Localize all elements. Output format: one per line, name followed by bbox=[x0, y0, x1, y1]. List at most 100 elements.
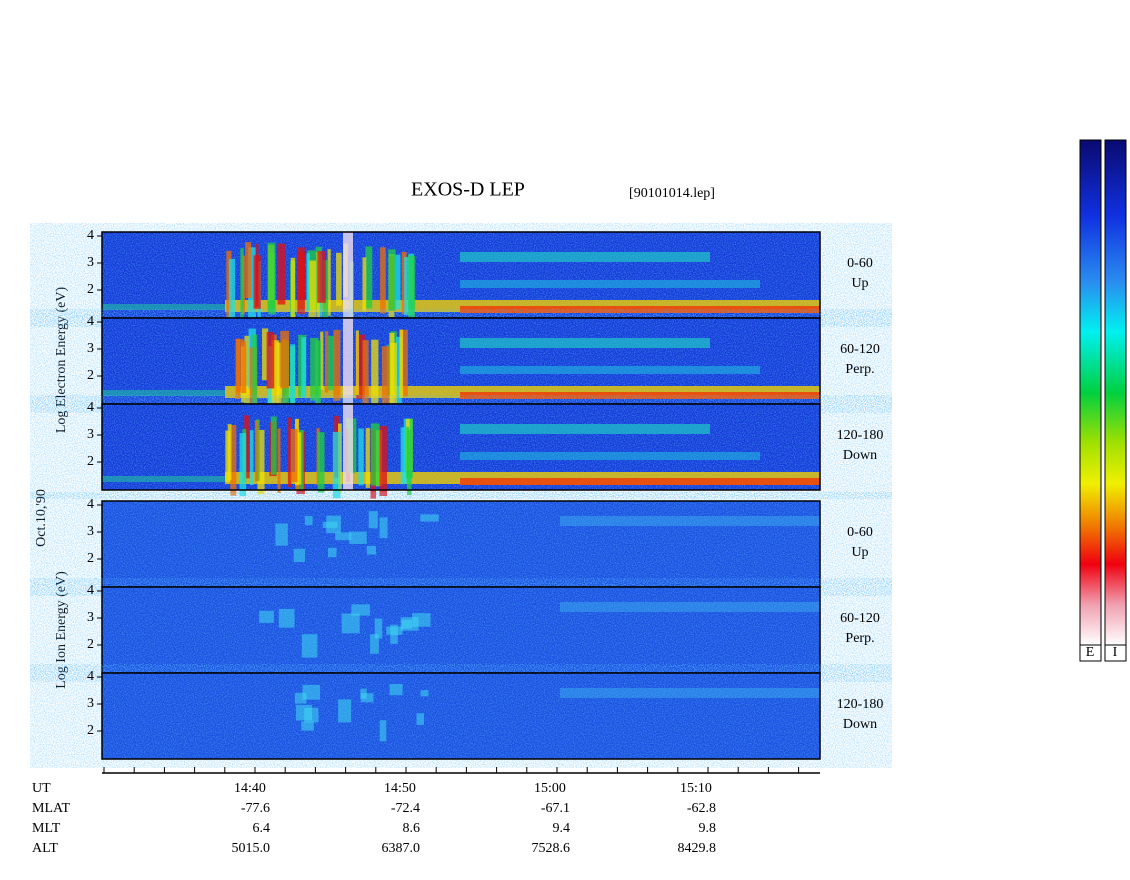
y-tick-label: 2 bbox=[87, 368, 94, 383]
axis-label: Log Ion Energy (eV) bbox=[54, 571, 69, 689]
spectrogram-stripe bbox=[277, 428, 281, 494]
row-label: ALT bbox=[32, 841, 58, 856]
spectrogram-stripe bbox=[336, 252, 342, 306]
spectrogram-stripe bbox=[400, 427, 406, 485]
spectrogram-stripe bbox=[399, 329, 404, 398]
y-tick-label: 3 bbox=[87, 255, 94, 270]
spectrogram-band bbox=[460, 392, 820, 399]
spectrogram-stripe bbox=[343, 232, 353, 318]
spectrogram-stripe bbox=[317, 251, 326, 303]
y-tick-label: 3 bbox=[87, 524, 94, 539]
y-tick-label: 2 bbox=[87, 551, 94, 566]
spectrogram-band bbox=[102, 476, 225, 482]
row-value: 6387.0 bbox=[382, 841, 421, 856]
spectrogram-noise bbox=[102, 501, 820, 587]
spectrogram-stripe bbox=[244, 415, 250, 479]
y-tick-label: 4 bbox=[87, 400, 94, 415]
row-value: 9.4 bbox=[553, 821, 571, 836]
spectrogram-stripe bbox=[400, 329, 408, 397]
y-tick-label: 2 bbox=[87, 454, 94, 469]
spectrogram-stripe bbox=[239, 433, 247, 497]
spectrogram-stripe bbox=[306, 253, 310, 312]
spectrogram-stripe bbox=[343, 404, 353, 490]
spectrogram-stripe bbox=[360, 688, 367, 699]
spectrogram-stripe bbox=[326, 515, 341, 534]
spectrogram-stripe bbox=[341, 613, 360, 634]
spectrogram-stripe bbox=[293, 548, 306, 563]
spectrogram-stripe bbox=[278, 608, 295, 628]
spectrogram-stripe bbox=[301, 337, 307, 398]
row-value: 7528.6 bbox=[532, 841, 571, 856]
panel-label: 60-120 bbox=[840, 611, 880, 626]
row-value: 15:00 bbox=[534, 781, 566, 796]
spectrogram-stripe bbox=[335, 532, 352, 541]
row-label: MLAT bbox=[32, 801, 71, 816]
y-tick-label: 2 bbox=[87, 282, 94, 297]
spectrogram-stripe bbox=[338, 699, 352, 723]
spectrogram-stripe bbox=[380, 247, 386, 314]
plots: 2 3 4 0-60 Up 2 3 4 60-120 Perp. 2 3 4 120-180 Down 2 3 4… bbox=[32, 228, 883, 856]
row-label: MLT bbox=[32, 821, 61, 836]
spectrogram-stripe bbox=[420, 690, 429, 697]
panel-label: 60-120 bbox=[840, 342, 880, 357]
panel-label: Up bbox=[851, 276, 868, 291]
date: Oct.10,'90 bbox=[34, 489, 49, 547]
row-value: -77.6 bbox=[241, 801, 270, 816]
spectrogram-stripe bbox=[351, 604, 370, 616]
spectrogram-stripe bbox=[386, 626, 403, 635]
spectrogram-stripe bbox=[320, 331, 324, 390]
spectrogram-stripe bbox=[389, 683, 403, 696]
row-value: 5015.0 bbox=[232, 841, 271, 856]
spectrogram-stripe bbox=[333, 329, 341, 401]
spectrogram-noise bbox=[102, 673, 820, 759]
spectrogram-stripe bbox=[277, 243, 286, 305]
spectrogram-band bbox=[460, 366, 760, 374]
spectrogram-stripe bbox=[301, 721, 314, 731]
spectrogram-band bbox=[460, 424, 710, 434]
spectrogram-stripe bbox=[266, 332, 275, 389]
spectrogram-stripe bbox=[368, 511, 378, 529]
file-name: [90101014.lep] bbox=[629, 186, 715, 201]
spectrogram-stripe bbox=[304, 515, 313, 526]
spectrogram-stripe bbox=[328, 547, 337, 558]
panel-label: 120-180 bbox=[837, 428, 884, 443]
spectrogram-stripe bbox=[394, 254, 401, 310]
spectrogram-stripe bbox=[230, 424, 237, 496]
spectrogram-stripe bbox=[388, 249, 396, 312]
spectrogram-band bbox=[460, 252, 710, 262]
spectrogram-stripe bbox=[301, 634, 318, 658]
row-value: 9.8 bbox=[699, 821, 717, 836]
row-value: 14:40 bbox=[234, 781, 266, 796]
row-value: -72.4 bbox=[391, 801, 420, 816]
spectrogram-stripe bbox=[225, 430, 231, 482]
spectrogram-stripe bbox=[290, 429, 298, 482]
spectrogram-band bbox=[560, 602, 820, 612]
panel-frame bbox=[101, 672, 821, 760]
spectrogram-noise bbox=[102, 587, 820, 673]
spectrogram-stripe bbox=[257, 429, 265, 495]
spectrogram-stripe bbox=[280, 330, 289, 389]
spectrogram-stripe bbox=[365, 246, 373, 309]
row-value: 14:50 bbox=[384, 781, 416, 796]
spectrogram-stripe bbox=[275, 523, 288, 546]
spectrogram-stripe bbox=[270, 416, 277, 475]
spectrogram-stripe bbox=[370, 423, 380, 486]
spectrogram-band bbox=[460, 478, 820, 485]
panel-label: Perp. bbox=[845, 362, 874, 377]
y-tick-label: 4 bbox=[87, 228, 94, 243]
spectrogram-stripe bbox=[290, 344, 296, 404]
colorbar-label-box bbox=[1079, 644, 1102, 662]
panel-label: Down bbox=[843, 448, 877, 463]
spectrogram-stripe bbox=[254, 420, 259, 482]
spectrogram-stripe bbox=[302, 684, 321, 700]
spectrogram-stripe bbox=[310, 337, 319, 401]
panel-label: 120-180 bbox=[837, 697, 884, 712]
row-label: UT bbox=[32, 781, 51, 796]
spectrogram-stripe bbox=[262, 328, 269, 381]
colorbar bbox=[1104, 139, 1127, 646]
spectrogram-stripe bbox=[317, 432, 325, 493]
y-tick-label: 2 bbox=[87, 637, 94, 652]
spectrogram-stripe bbox=[381, 346, 390, 417]
row-value: -62.8 bbox=[687, 801, 716, 816]
